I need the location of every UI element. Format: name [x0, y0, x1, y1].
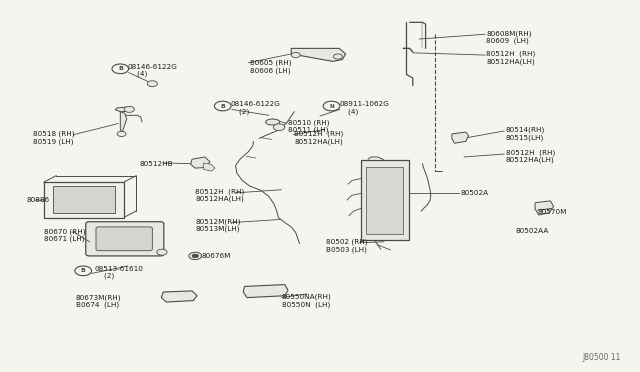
Circle shape	[157, 249, 167, 255]
Circle shape	[112, 64, 129, 74]
Text: 80512H  (RH)
80512HA(LH): 80512H (RH) 80512HA(LH)	[486, 51, 536, 65]
Text: 80502 (RH)
B0503 (LH): 80502 (RH) B0503 (LH)	[326, 238, 368, 253]
Circle shape	[75, 266, 92, 276]
Polygon shape	[243, 285, 288, 298]
Text: 80512HB: 80512HB	[140, 161, 173, 167]
Circle shape	[124, 106, 134, 112]
Polygon shape	[115, 107, 131, 112]
Text: N: N	[329, 103, 334, 109]
Circle shape	[323, 101, 340, 111]
Text: 80673M(RH)
B0674  (LH): 80673M(RH) B0674 (LH)	[76, 294, 121, 308]
Text: 08146-6122G
    (2): 08146-6122G (2)	[230, 101, 280, 115]
Circle shape	[273, 124, 285, 131]
Polygon shape	[204, 163, 215, 171]
Bar	[53, 186, 115, 213]
Circle shape	[117, 131, 126, 137]
Circle shape	[333, 54, 342, 59]
Text: 80512H  (RH)
80512HA(LH): 80512H (RH) 80512HA(LH)	[195, 188, 244, 202]
Bar	[44, 182, 124, 218]
Polygon shape	[120, 112, 127, 134]
Text: 80514(RH)
80515(LH): 80514(RH) 80515(LH)	[506, 127, 545, 141]
Ellipse shape	[266, 119, 280, 125]
Text: 80502AA: 80502AA	[515, 228, 548, 234]
Text: B: B	[81, 268, 86, 273]
Polygon shape	[535, 201, 554, 215]
Circle shape	[192, 254, 198, 258]
Circle shape	[214, 101, 231, 111]
Text: 80518 (RH)
80519 (LH): 80518 (RH) 80519 (LH)	[33, 131, 75, 145]
Circle shape	[147, 81, 157, 87]
Text: 80512H  (RH)
80512HA(LH): 80512H (RH) 80512HA(LH)	[294, 131, 344, 145]
Bar	[366, 167, 403, 234]
Polygon shape	[161, 291, 197, 302]
FancyBboxPatch shape	[361, 160, 409, 240]
Polygon shape	[452, 132, 468, 143]
FancyBboxPatch shape	[86, 222, 164, 256]
Circle shape	[189, 252, 202, 260]
Text: 80502A: 80502A	[461, 190, 489, 196]
Text: 80605 (RH)
80606 (LH): 80605 (RH) 80606 (LH)	[250, 60, 291, 74]
Text: J80500 11: J80500 11	[582, 353, 621, 362]
Polygon shape	[291, 48, 346, 61]
Text: 80886: 80886	[27, 197, 50, 203]
Text: 80608M(RH)
80609  (LH): 80608M(RH) 80609 (LH)	[486, 30, 532, 44]
Text: 08146-6122G
    (4): 08146-6122G (4)	[128, 64, 178, 77]
Text: 08911-1062G
    (4): 08911-1062G (4)	[339, 101, 389, 115]
Text: 80550NA(RH)
80550N  (LH): 80550NA(RH) 80550N (LH)	[282, 294, 332, 308]
Text: 80510 (RH)
80511 (LH): 80510 (RH) 80511 (LH)	[288, 119, 330, 134]
FancyBboxPatch shape	[96, 227, 152, 251]
Text: 80670 (RH)
80671 (LH): 80670 (RH) 80671 (LH)	[44, 228, 85, 242]
Text: 08513-61610
    (2): 08513-61610 (2)	[95, 266, 143, 279]
Circle shape	[291, 52, 300, 58]
Text: 80512H  (RH)
80512HA(LH): 80512H (RH) 80512HA(LH)	[506, 149, 555, 163]
Text: B: B	[220, 103, 225, 109]
Text: B: B	[118, 66, 123, 71]
Text: 80570M: 80570M	[538, 209, 567, 215]
Text: 80512M(RH)
80513M(LH): 80512M(RH) 80513M(LH)	[195, 218, 241, 232]
Text: 80676M: 80676M	[202, 253, 231, 259]
Polygon shape	[191, 157, 210, 168]
